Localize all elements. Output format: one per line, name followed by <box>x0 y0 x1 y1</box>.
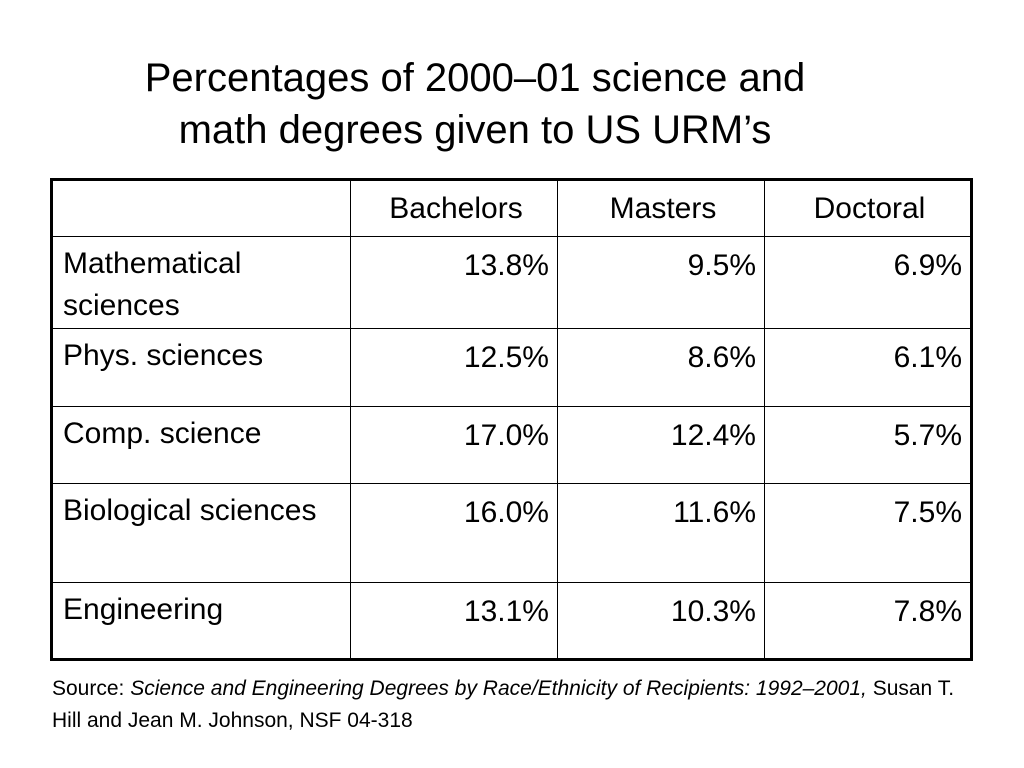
cell-doctoral: 7.5% <box>764 483 972 583</box>
header-bachelors: Bachelors <box>350 179 558 237</box>
cell-bachelors: 16.0% <box>350 483 558 583</box>
source-prefix: Source: <box>52 677 131 700</box>
cell-masters: 11.6% <box>557 483 765 583</box>
cell-doctoral: 6.9% <box>764 236 972 329</box>
table-row: Biological sciences 16.0% 11.6% 7.5% <box>51 483 972 583</box>
title-line-1: Percentages of 2000–01 science and <box>144 56 806 100</box>
row-category: Biological sciences <box>51 483 351 583</box>
cell-masters: 12.4% <box>557 406 765 484</box>
cell-bachelors: 13.8% <box>350 236 558 329</box>
row-category: Mathematical sciences <box>51 236 351 329</box>
table-container: Bachelors Masters Doctoral Mathematical … <box>50 178 973 661</box>
cell-doctoral: 5.7% <box>764 406 972 484</box>
source-authors: Susan T. Hill and Jean M. Johnson, NSF 0… <box>52 677 955 732</box>
cell-masters: 10.3% <box>557 582 765 660</box>
header-category <box>51 179 351 237</box>
header-doctoral: Doctoral <box>764 179 972 237</box>
cell-masters: 8.6% <box>557 328 765 407</box>
cell-bachelors: 13.1% <box>350 582 558 660</box>
source-title: Science and Engineering Degrees by Race/… <box>130 677 867 700</box>
row-category: Phys. sciences <box>51 328 351 407</box>
slide-title: Percentages of 2000–01 science and math … <box>0 52 950 156</box>
header-row: Bachelors Masters Doctoral <box>51 179 972 237</box>
table-row: Phys. sciences 12.5% 8.6% 6.1% <box>51 328 972 407</box>
cell-doctoral: 7.8% <box>764 582 972 660</box>
degrees-table: Bachelors Masters Doctoral Mathematical … <box>50 178 973 661</box>
cell-masters: 9.5% <box>557 236 765 329</box>
source-citation: Source: Science and Engineering Degrees … <box>52 673 972 737</box>
title-line-2: math degrees given to US URM’s <box>178 108 772 152</box>
row-category: Comp. science <box>51 406 351 484</box>
header-masters: Masters <box>557 179 765 237</box>
cell-bachelors: 17.0% <box>350 406 558 484</box>
table-row: Engineering 13.1% 10.3% 7.8% <box>51 582 972 660</box>
cell-bachelors: 12.5% <box>350 328 558 407</box>
row-category: Engineering <box>51 582 351 660</box>
cell-doctoral: 6.1% <box>764 328 972 407</box>
table-row: Comp. science 17.0% 12.4% 5.7% <box>51 406 972 484</box>
table-row: Mathematical sciences 13.8% 9.5% 6.9% <box>51 236 972 329</box>
